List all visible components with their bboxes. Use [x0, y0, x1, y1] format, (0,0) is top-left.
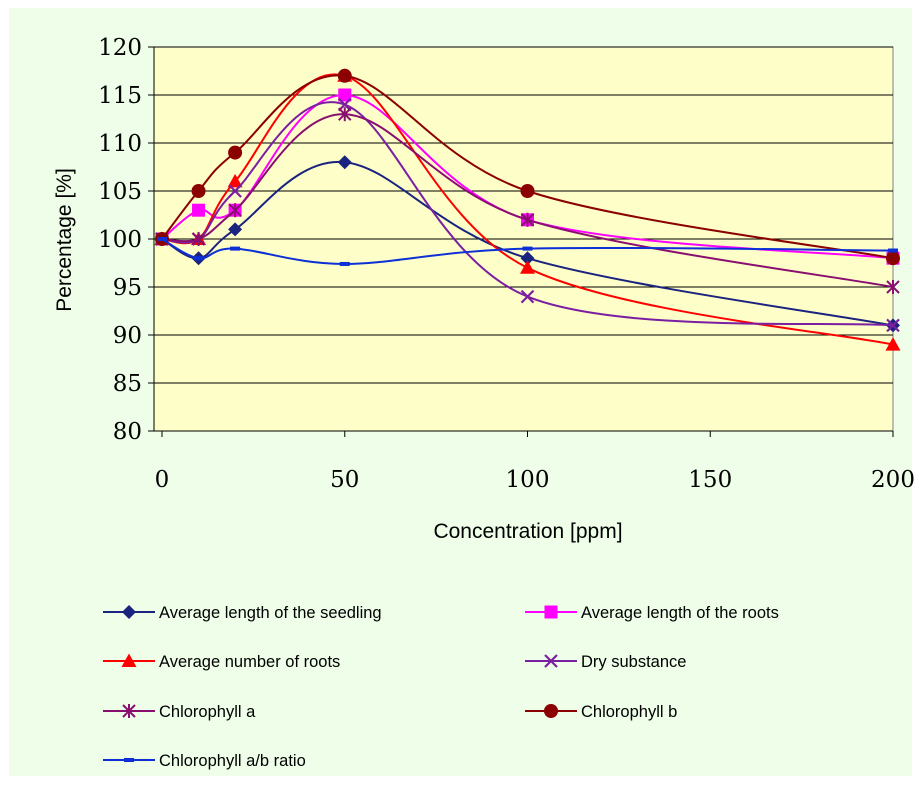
- series-5: [155, 68, 900, 266]
- legend-label: Average length of the seedling: [159, 604, 382, 622]
- legend-item: Chlorophyll b: [525, 703, 677, 721]
- tick-labels: 80 85 90 95 100 105 110 115 120 0 50 100 150 200: [98, 35, 915, 493]
- data-point: [520, 184, 535, 198]
- x-tick-label: 100: [506, 467, 550, 493]
- data-point: [228, 203, 242, 218]
- data-point: [191, 184, 206, 198]
- y-tick-label: 105: [98, 179, 142, 205]
- data-point: [886, 318, 900, 333]
- y-tick-label: 80: [113, 419, 142, 445]
- data-point: [228, 184, 242, 198]
- data-point: [227, 173, 243, 188]
- y-axis-title: Percentage [%]: [53, 168, 76, 312]
- legend-marker: [122, 704, 136, 718]
- legend-marker: [121, 653, 137, 667]
- legend: Average length of the seedling Average le…: [103, 604, 779, 770]
- legend-marker: [122, 605, 136, 619]
- legend-marker: [544, 704, 558, 718]
- data-point: [885, 337, 901, 351]
- data-point: [230, 246, 241, 251]
- data-point: [337, 97, 352, 112]
- data-point: [520, 289, 535, 304]
- legend-item: Average length of the seedling: [103, 604, 382, 622]
- data-point: [520, 212, 535, 227]
- legend-label: Dry substance: [581, 653, 686, 671]
- data-point: [888, 248, 898, 253]
- x-axis-title: Concentration [ppm]: [433, 520, 622, 543]
- legend-item: Chlorophyll a: [103, 703, 256, 721]
- y-tick-label: 110: [98, 131, 142, 157]
- legend-item: Average length of the roots: [525, 604, 779, 622]
- data-point: [886, 251, 900, 266]
- legend-label: Chlorophyll a/b ratio: [159, 752, 306, 770]
- legend-label: Average length of the roots: [581, 604, 779, 622]
- series-6: [157, 237, 898, 266]
- legend-item: Average number of roots: [103, 653, 340, 671]
- data-point: [886, 280, 900, 294]
- y-tick-label: 115: [98, 83, 142, 109]
- x-tick-label: 200: [871, 467, 915, 493]
- y-tick-label: 120: [98, 35, 142, 61]
- data-point: [338, 88, 352, 102]
- series-line: [161, 113, 894, 288]
- data-point: [520, 251, 535, 266]
- series-line: [161, 101, 894, 327]
- legend-label: Chlorophyll b: [581, 703, 677, 721]
- data-point: [157, 237, 167, 241]
- data-point: [228, 222, 243, 237]
- x-tick-label: 50: [330, 467, 359, 493]
- legend-label: Average number of roots: [159, 653, 340, 671]
- y-tick-label: 85: [113, 371, 142, 397]
- data-point: [337, 155, 352, 170]
- legend-marker: [544, 654, 558, 668]
- data-point: [522, 246, 533, 251]
- y-tick-label: 100: [98, 227, 142, 253]
- legend-marker: [544, 605, 558, 619]
- x-tick-label: 0: [155, 467, 170, 493]
- series-layer: [154, 68, 901, 351]
- data-point: [520, 260, 535, 274]
- data-point: [337, 68, 352, 83]
- data-point: [193, 256, 204, 261]
- y-tick-label: 90: [113, 323, 142, 349]
- data-point: [192, 203, 206, 217]
- data-point: [191, 232, 206, 246]
- legend-item: Dry substance: [525, 653, 686, 671]
- data-point: [228, 145, 243, 160]
- axes: [148, 46, 894, 437]
- data-point: [338, 107, 352, 122]
- series-line: [161, 74, 894, 260]
- legend-marker: [124, 758, 134, 762]
- y-tick-label: 95: [113, 275, 142, 301]
- data-point: [339, 261, 350, 266]
- legend-item: Chlorophyll a/b ratio: [103, 752, 306, 770]
- legend-label: Chlorophyll a: [159, 703, 256, 721]
- x-tick-label: 150: [688, 467, 732, 493]
